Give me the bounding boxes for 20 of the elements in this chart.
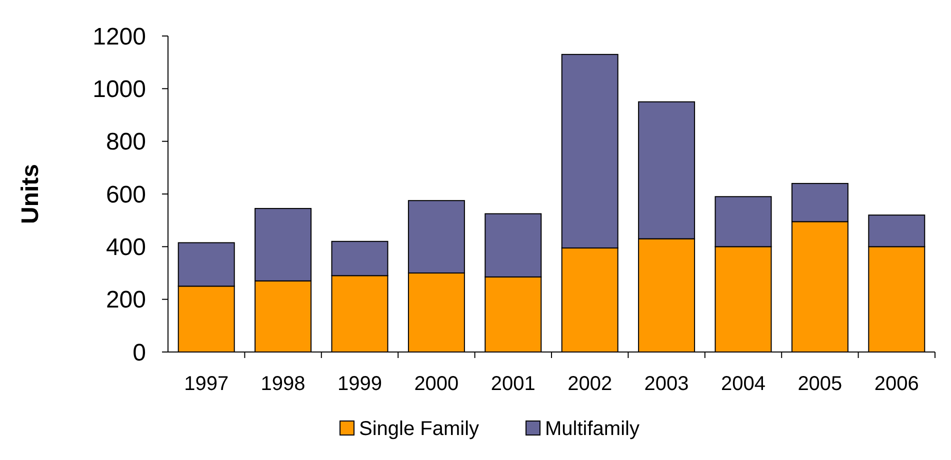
- x-tick-label: 2002: [568, 373, 612, 395]
- legend-label: Multifamily: [545, 418, 640, 440]
- x-tick-label: 2004: [721, 373, 766, 395]
- x-tick-label: 2001: [490, 373, 536, 395]
- x-tick-label: 2000: [414, 373, 459, 395]
- y-tick-label: 200: [106, 286, 146, 314]
- y-tick-label: 600: [106, 181, 146, 208]
- x-tick-label: 2005: [798, 373, 842, 395]
- x-tick-label: 1999: [338, 373, 382, 395]
- y-tick-label: 800: [106, 128, 146, 156]
- y-tick-label: 0: [132, 339, 146, 366]
- y-axis-title: Units: [17, 164, 44, 224]
- y-tick-label: 1200: [92, 23, 146, 50]
- y-tick-label: 1000: [92, 76, 146, 104]
- legend-label: Single Family: [359, 418, 480, 440]
- y-tick-label: 400: [106, 234, 146, 262]
- x-tick-label: 2006: [874, 373, 919, 395]
- x-tick-label: 1997: [184, 373, 229, 395]
- x-tick-label: 1998: [260, 373, 306, 395]
- x-tick-label: 2003: [644, 373, 689, 395]
